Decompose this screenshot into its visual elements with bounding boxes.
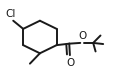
Text: O: O xyxy=(66,58,74,68)
Text: O: O xyxy=(78,31,87,41)
Text: Cl: Cl xyxy=(5,9,16,18)
